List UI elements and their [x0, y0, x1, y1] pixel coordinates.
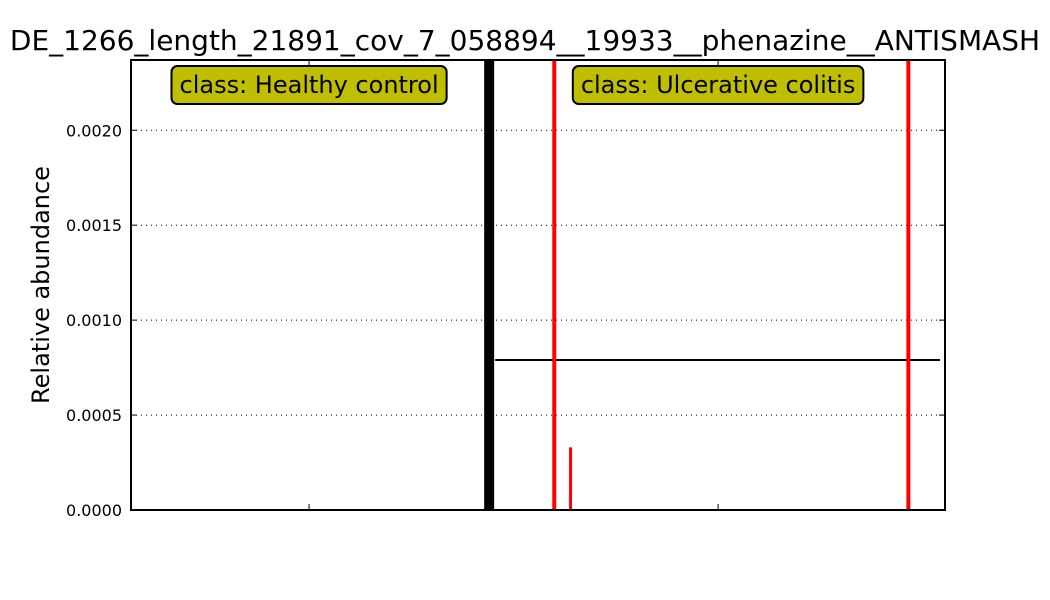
plot-frame: [130, 59, 946, 511]
y-tick-label-4: 0.0020: [66, 121, 122, 140]
group-label-1: class: Ulcerative colitis: [581, 71, 856, 99]
y-tick-label-0: 0.0000: [66, 501, 122, 520]
chart-title: DE_1266_length_21891_cov_7_058894__19933…: [10, 24, 1040, 57]
group-label-box-1: [571, 65, 865, 105]
y-tick-label-2: 0.0010: [66, 311, 122, 330]
y-axis-label: Relative abundance: [27, 166, 55, 404]
plot-area: 0.0000 0.0005 0.0010 0.0015 0.0020 class: Hea…: [66, 59, 946, 520]
y-tick-label-3: 0.0015: [66, 216, 122, 235]
group-label-0: class: Healthy control: [180, 71, 439, 99]
bar-2: [906, 60, 911, 510]
group-label-box-0: [170, 65, 448, 105]
y-tick-label-1: 0.0005: [66, 406, 122, 425]
class-separator: [484, 60, 495, 510]
plot-background: [131, 60, 945, 510]
bar-1: [569, 447, 573, 510]
bar-0: [552, 60, 557, 510]
